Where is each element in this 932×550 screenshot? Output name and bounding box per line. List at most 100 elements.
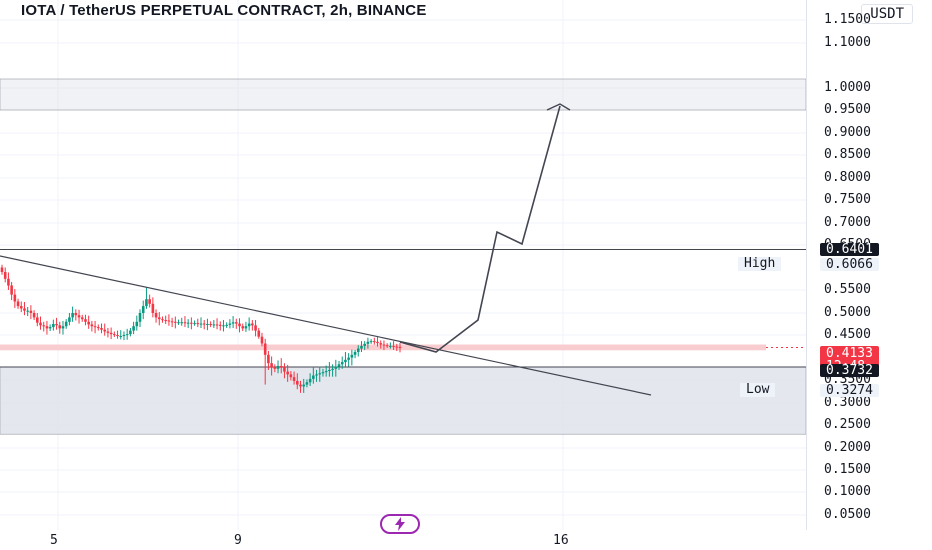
- candle-body: [389, 345, 392, 347]
- candle-body: [279, 366, 283, 368]
- candle-body: [392, 345, 395, 347]
- candle-body: [119, 336, 123, 338]
- candle-body: [199, 323, 203, 325]
- current-price: 0.4133: [826, 346, 873, 361]
- candle-body: [55, 324, 58, 326]
- candle-body: [186, 322, 190, 324]
- candle-body: [305, 382, 309, 385]
- candle-body: [302, 384, 306, 387]
- candle-body: [321, 372, 325, 374]
- candle-body: [353, 352, 357, 355]
- candle-body: [151, 303, 155, 313]
- price-tick-label: 0.8000: [824, 170, 871, 185]
- candle-body: [52, 324, 55, 328]
- price-tick-label: 0.2000: [824, 440, 871, 455]
- zone-demand-zone: [0, 366, 806, 435]
- candle-body: [77, 315, 81, 318]
- price-tick-label: 0.9000: [824, 125, 871, 140]
- currency-button[interactable]: USDT: [861, 4, 913, 24]
- candle-body: [295, 380, 299, 385]
- resistance-price-tag: 0.6401: [820, 243, 879, 256]
- price-tick-label: 0.5500: [824, 282, 871, 297]
- candle-body: [48, 327, 52, 329]
- candle-body: [254, 325, 257, 331]
- support-price-tag: 0.3732: [820, 364, 879, 377]
- candle-body: [36, 317, 39, 323]
- candle-body: [116, 335, 119, 337]
- price-tick-label: 1.1500: [824, 12, 871, 27]
- candle-body: [64, 321, 68, 327]
- candle-body: [74, 313, 78, 316]
- chart-title: IOTA / TetherUS PERPETUAL CONTRACT, 2h, …: [21, 2, 427, 19]
- candle-body: [235, 322, 238, 324]
- zone-target-zone: [0, 78, 806, 111]
- candle-body: [331, 368, 334, 370]
- candlestick-chart[interactable]: [0, 0, 806, 530]
- price-tick-label: 0.3000: [824, 395, 871, 410]
- candle-body: [356, 348, 360, 352]
- time-axis[interactable]: 5 9 16: [0, 530, 806, 550]
- candle-body: [39, 322, 42, 326]
- chart-plot-area[interactable]: IOTA / TetherUS PERPETUAL CONTRACT, 2h, …: [0, 0, 806, 530]
- low-price-tag: 0.3274: [820, 384, 879, 397]
- candle-body: [385, 345, 389, 347]
- price-tick-label: 0.7500: [824, 192, 871, 207]
- candle-body: [106, 331, 110, 333]
- candle-body: [32, 313, 36, 318]
- candle-body: [148, 299, 151, 304]
- candle-body: [174, 321, 177, 323]
- candle-body: [58, 325, 62, 329]
- time-label-16: 16: [553, 533, 569, 548]
- candle-body: [135, 321, 139, 327]
- candle-body: [218, 324, 222, 326]
- candle-body: [61, 326, 65, 329]
- candle-body: [209, 324, 212, 325]
- time-label-9: 9: [234, 533, 242, 548]
- candle-body: [283, 367, 286, 372]
- candle-body: [344, 359, 347, 363]
- candle-body: [138, 313, 142, 322]
- candle-body: [87, 321, 90, 325]
- candle-body: [193, 323, 196, 325]
- projection-arrow-head: [546, 103, 571, 111]
- candle-body: [263, 343, 267, 355]
- candle-body: [145, 299, 148, 307]
- price-tick-label: 0.7000: [824, 215, 871, 230]
- candle-body: [251, 323, 254, 326]
- candle-body: [100, 327, 103, 330]
- price-tick-label: 0.1000: [824, 484, 871, 499]
- price-tick-label: 0.1500: [824, 462, 871, 477]
- candle-body: [7, 278, 10, 286]
- candle-body: [29, 310, 33, 313]
- candle-body: [26, 310, 29, 312]
- candle-body: [19, 306, 23, 309]
- candle-body: [68, 317, 71, 322]
- candle-body: [202, 323, 206, 325]
- candle-body: [395, 346, 399, 348]
- candle-body: [340, 362, 344, 365]
- candle-body: [257, 330, 261, 337]
- candle-body: [299, 384, 302, 387]
- candle-body: [206, 324, 209, 325]
- candle-body: [324, 371, 328, 373]
- candle-body: [231, 322, 235, 324]
- candle-body: [308, 378, 312, 383]
- candle-body: [373, 341, 376, 343]
- candle-body: [241, 326, 245, 329]
- lightning-badge[interactable]: [380, 514, 420, 534]
- candle-body: [10, 285, 13, 295]
- candle-body: [312, 375, 315, 379]
- candle-body: [247, 323, 251, 327]
- candle-body: [318, 373, 322, 375]
- candle-body: [228, 323, 232, 325]
- high-label: High: [738, 257, 782, 271]
- candle-body: [129, 330, 132, 335]
- time-label-5: 5: [50, 533, 58, 548]
- candle-body: [238, 323, 241, 327]
- price-axis[interactable]: USDT 1.1500 1.1000 1.0000 0.9500 0.9000 0.850…: [806, 0, 932, 530]
- candle-body: [366, 341, 370, 344]
- candle-body: [212, 324, 216, 326]
- candle-body: [141, 306, 145, 313]
- candle-body: [167, 320, 171, 322]
- candle-body: [337, 364, 341, 367]
